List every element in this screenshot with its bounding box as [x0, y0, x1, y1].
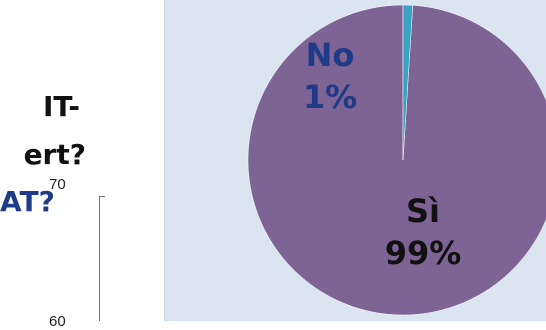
pie-label-no-category: No — [305, 36, 355, 74]
pie-slice-no — [402, 4, 413, 161]
cropped-heading-line-2: ert? — [23, 138, 86, 171]
pie-label-si: Sì 99% — [368, 190, 478, 274]
partial-axis-line — [99, 196, 100, 321]
cropped-heading-line-1: IT- — [42, 90, 80, 123]
pie-chart — [247, 4, 546, 316]
pie-label-si-percent: 99% — [384, 234, 462, 272]
pie-slice-si — [247, 4, 546, 316]
pie-label-no-percent: 1% — [302, 78, 358, 116]
pie-label-si-category: Sì — [405, 192, 440, 230]
pie-label-no: No 1% — [288, 34, 372, 118]
cropped-heading-line-3: AT? — [0, 185, 55, 218]
axis-tick-label-top: 70 — [49, 176, 66, 193]
panel-edge-line — [164, 0, 165, 321]
partial-axis-cap — [99, 196, 105, 197]
